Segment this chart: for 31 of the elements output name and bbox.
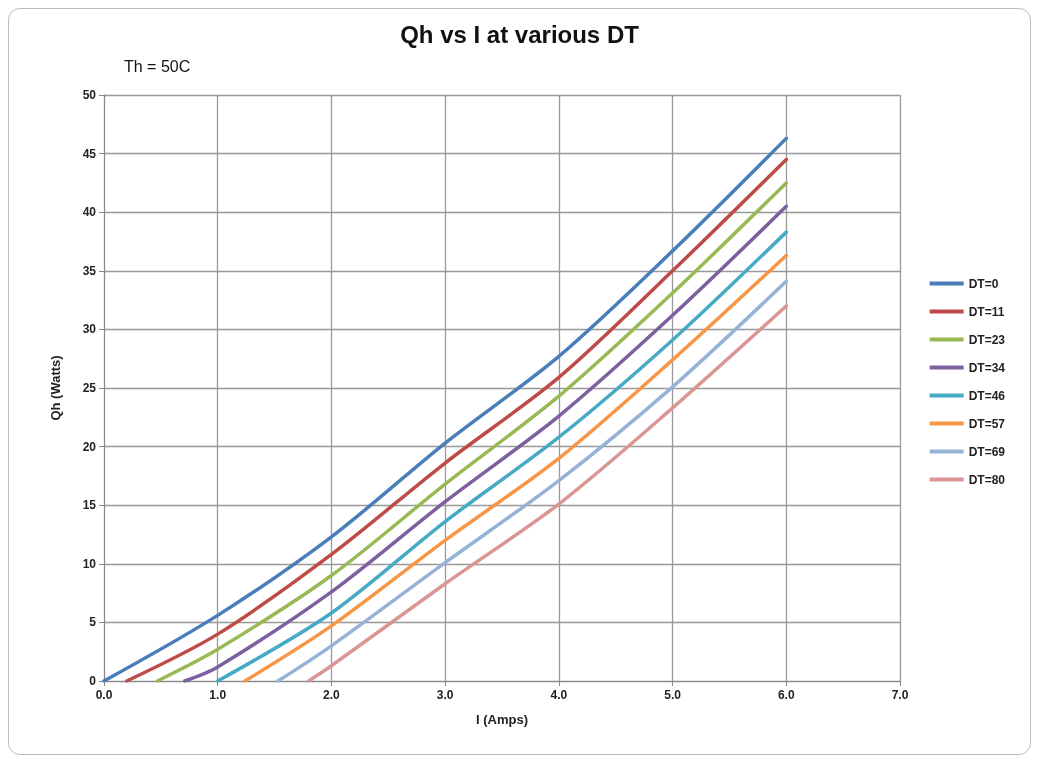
legend-label: DT=57 [968, 416, 1006, 431]
chart-title: Qh vs I at various DT [400, 20, 640, 48]
legend-label: DT=23 [968, 332, 1006, 347]
y-tick-label: 0 [89, 674, 97, 688]
legend-label: DT=11 [968, 304, 1005, 319]
x-tick-label: 1.0 [209, 688, 227, 702]
x-tick-label: 7.0 [891, 688, 909, 702]
chart-subtitle: Th = 50C [124, 57, 191, 75]
x-tick-label: 3.0 [436, 688, 454, 702]
legend-label: DT=46 [968, 388, 1006, 403]
x-tick-label: 5.0 [664, 688, 682, 702]
y-tick-label: 15 [82, 498, 97, 513]
legend-label: DT=69 [968, 444, 1006, 459]
y-tick-label: 10 [82, 556, 97, 571]
legend-label: DT=34 [968, 360, 1006, 375]
x-tick-label: 2.0 [323, 688, 341, 702]
y-tick-label: 40 [82, 205, 97, 220]
legend-label: DT=0 [968, 276, 999, 291]
legend-label: DT=80 [968, 472, 1006, 487]
x-tick-label: 4.0 [550, 688, 568, 702]
y-axis-title: Qh (Watts) [48, 355, 63, 421]
x-axis-title: I (Amps) [476, 712, 528, 727]
y-tick-label: 25 [82, 381, 97, 395]
y-tick-label: 30 [82, 322, 97, 337]
x-tick-label: 0.0 [95, 688, 113, 702]
y-tick-label: 20 [82, 439, 97, 454]
y-tick-label: 35 [82, 263, 97, 278]
x-tick-label: 6.0 [777, 688, 795, 702]
y-tick-label: 50 [82, 88, 97, 102]
y-tick-label: 5 [89, 615, 97, 630]
y-tick-label: 45 [82, 146, 97, 161]
